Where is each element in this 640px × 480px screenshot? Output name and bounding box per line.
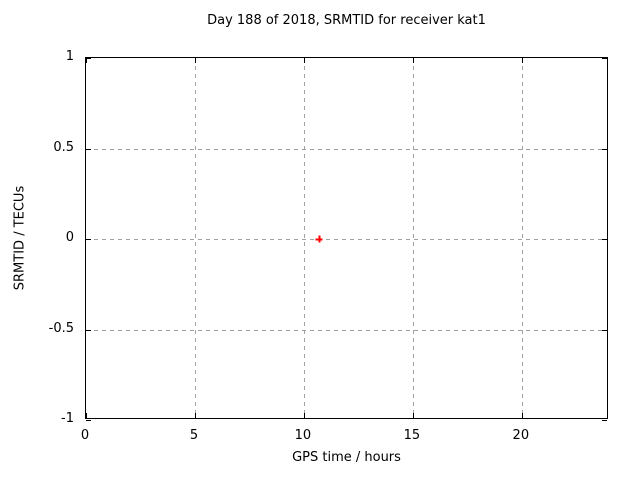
- plot-area: [85, 57, 608, 421]
- y-tick-mark: [602, 239, 607, 240]
- x-tick-mark: [521, 58, 523, 63]
- x-tick-mark: [521, 413, 523, 418]
- gridline-vertical: [412, 58, 414, 418]
- x-tick-mark: [86, 413, 87, 418]
- y-tick-label: -0.5: [48, 320, 74, 336]
- x-tick-label: 20: [512, 428, 530, 443]
- y-tick-mark: [602, 58, 607, 59]
- x-tick-label: 5: [189, 428, 199, 443]
- x-axis-label: GPS time / hours: [292, 450, 401, 465]
- gridline-vertical: [521, 58, 523, 418]
- chart-title: Day 188 of 2018, SRMTID for receiver kat…: [207, 13, 486, 28]
- x-tick-mark: [412, 58, 414, 63]
- x-tick-mark: [194, 58, 196, 63]
- x-tick-mark: [412, 413, 414, 418]
- gridline-vertical: [303, 58, 305, 418]
- x-tick-label: 0: [80, 428, 90, 443]
- gridline-horizontal: [86, 148, 607, 150]
- y-tick-mark: [602, 148, 607, 150]
- gridline-vertical: [194, 58, 196, 418]
- x-tick-label: 15: [403, 428, 421, 443]
- y-tick-mark: [86, 148, 91, 150]
- y-tick-mark: [602, 420, 607, 421]
- marker-vbar: [318, 235, 321, 243]
- y-tick-mark: [602, 329, 607, 331]
- y-tick-mark: [86, 329, 91, 331]
- y-tick-mark: [86, 420, 91, 421]
- gridline-horizontal: [86, 239, 607, 240]
- x-tick-mark: [303, 413, 305, 418]
- gridline-horizontal: [86, 329, 607, 331]
- x-tick-mark: [303, 58, 305, 63]
- y-tick-mark: [86, 239, 91, 240]
- y-tick-label: -1: [61, 411, 74, 426]
- x-tick-mark: [194, 413, 196, 418]
- y-tick-label: 0: [65, 230, 74, 245]
- y-tick-label: 0.5: [53, 139, 74, 155]
- x-tick-mark: [86, 58, 87, 63]
- y-tick-mark: [86, 58, 91, 59]
- data-point-marker: [315, 235, 323, 243]
- y-tick-label: 1: [65, 49, 74, 64]
- x-tick-label: 10: [294, 428, 312, 443]
